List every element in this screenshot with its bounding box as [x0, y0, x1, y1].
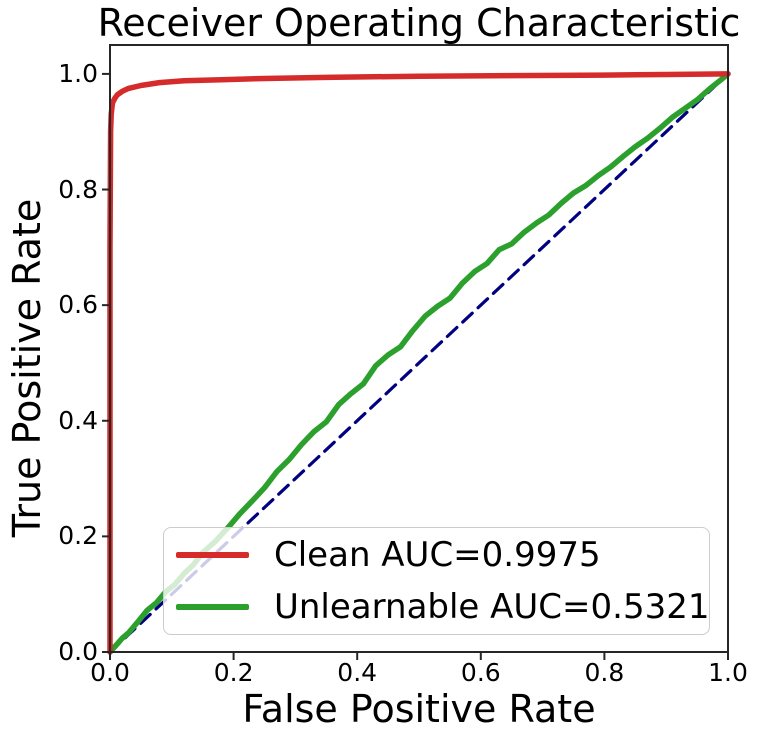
x-tick-label-0.0: 0.0 [90, 658, 130, 687]
legend-item-clean: Clean AUC=0.9975 [164, 536, 709, 574]
y-tick-label-0.8: 0.8 [58, 174, 98, 204]
x-tick-label-0.8: 0.8 [584, 658, 625, 687]
y-tick-label-0.2: 0.2 [58, 521, 98, 551]
curve-chance-diagonal [108, 72, 730, 654]
y-axis-label: True Positive Rate [5, 198, 49, 538]
y-tick-label-1.0: 1.0 [58, 58, 98, 88]
y-tick-label-0.0: 0.0 [58, 637, 98, 666]
axes-box [109, 44, 729, 653]
y-tick-label-0.6: 0.6 [58, 290, 98, 320]
y-tick-label-0.4: 0.4 [58, 405, 98, 435]
legend-box: Clean AUC=0.9975 Unlearnable AUC=0.5321 [163, 527, 710, 635]
chart-title: Receiver Operating Characteristic [97, 1, 741, 45]
axis-tick-marks [102, 72, 729, 660]
curve-clean [107, 71, 731, 655]
x-tick-label-1.0: 1.0 [708, 658, 748, 687]
legend-label-clean: Clean AUC=0.9975 [274, 535, 601, 575]
x-axis-label: False Positive Rate [242, 687, 596, 731]
unlearnable-line-swatch [176, 604, 249, 610]
x-tick-label-0.4: 0.4 [337, 658, 378, 687]
legend-item-unlearnable: Unlearnable AUC=0.5321 [164, 587, 710, 627]
x-tick-label-0.6: 0.6 [460, 658, 501, 687]
legend-label-unlearnable: Unlearnable AUC=0.5321 [274, 587, 710, 627]
x-tick-label-0.2: 0.2 [213, 658, 254, 687]
clean-line-swatch [176, 552, 249, 558]
